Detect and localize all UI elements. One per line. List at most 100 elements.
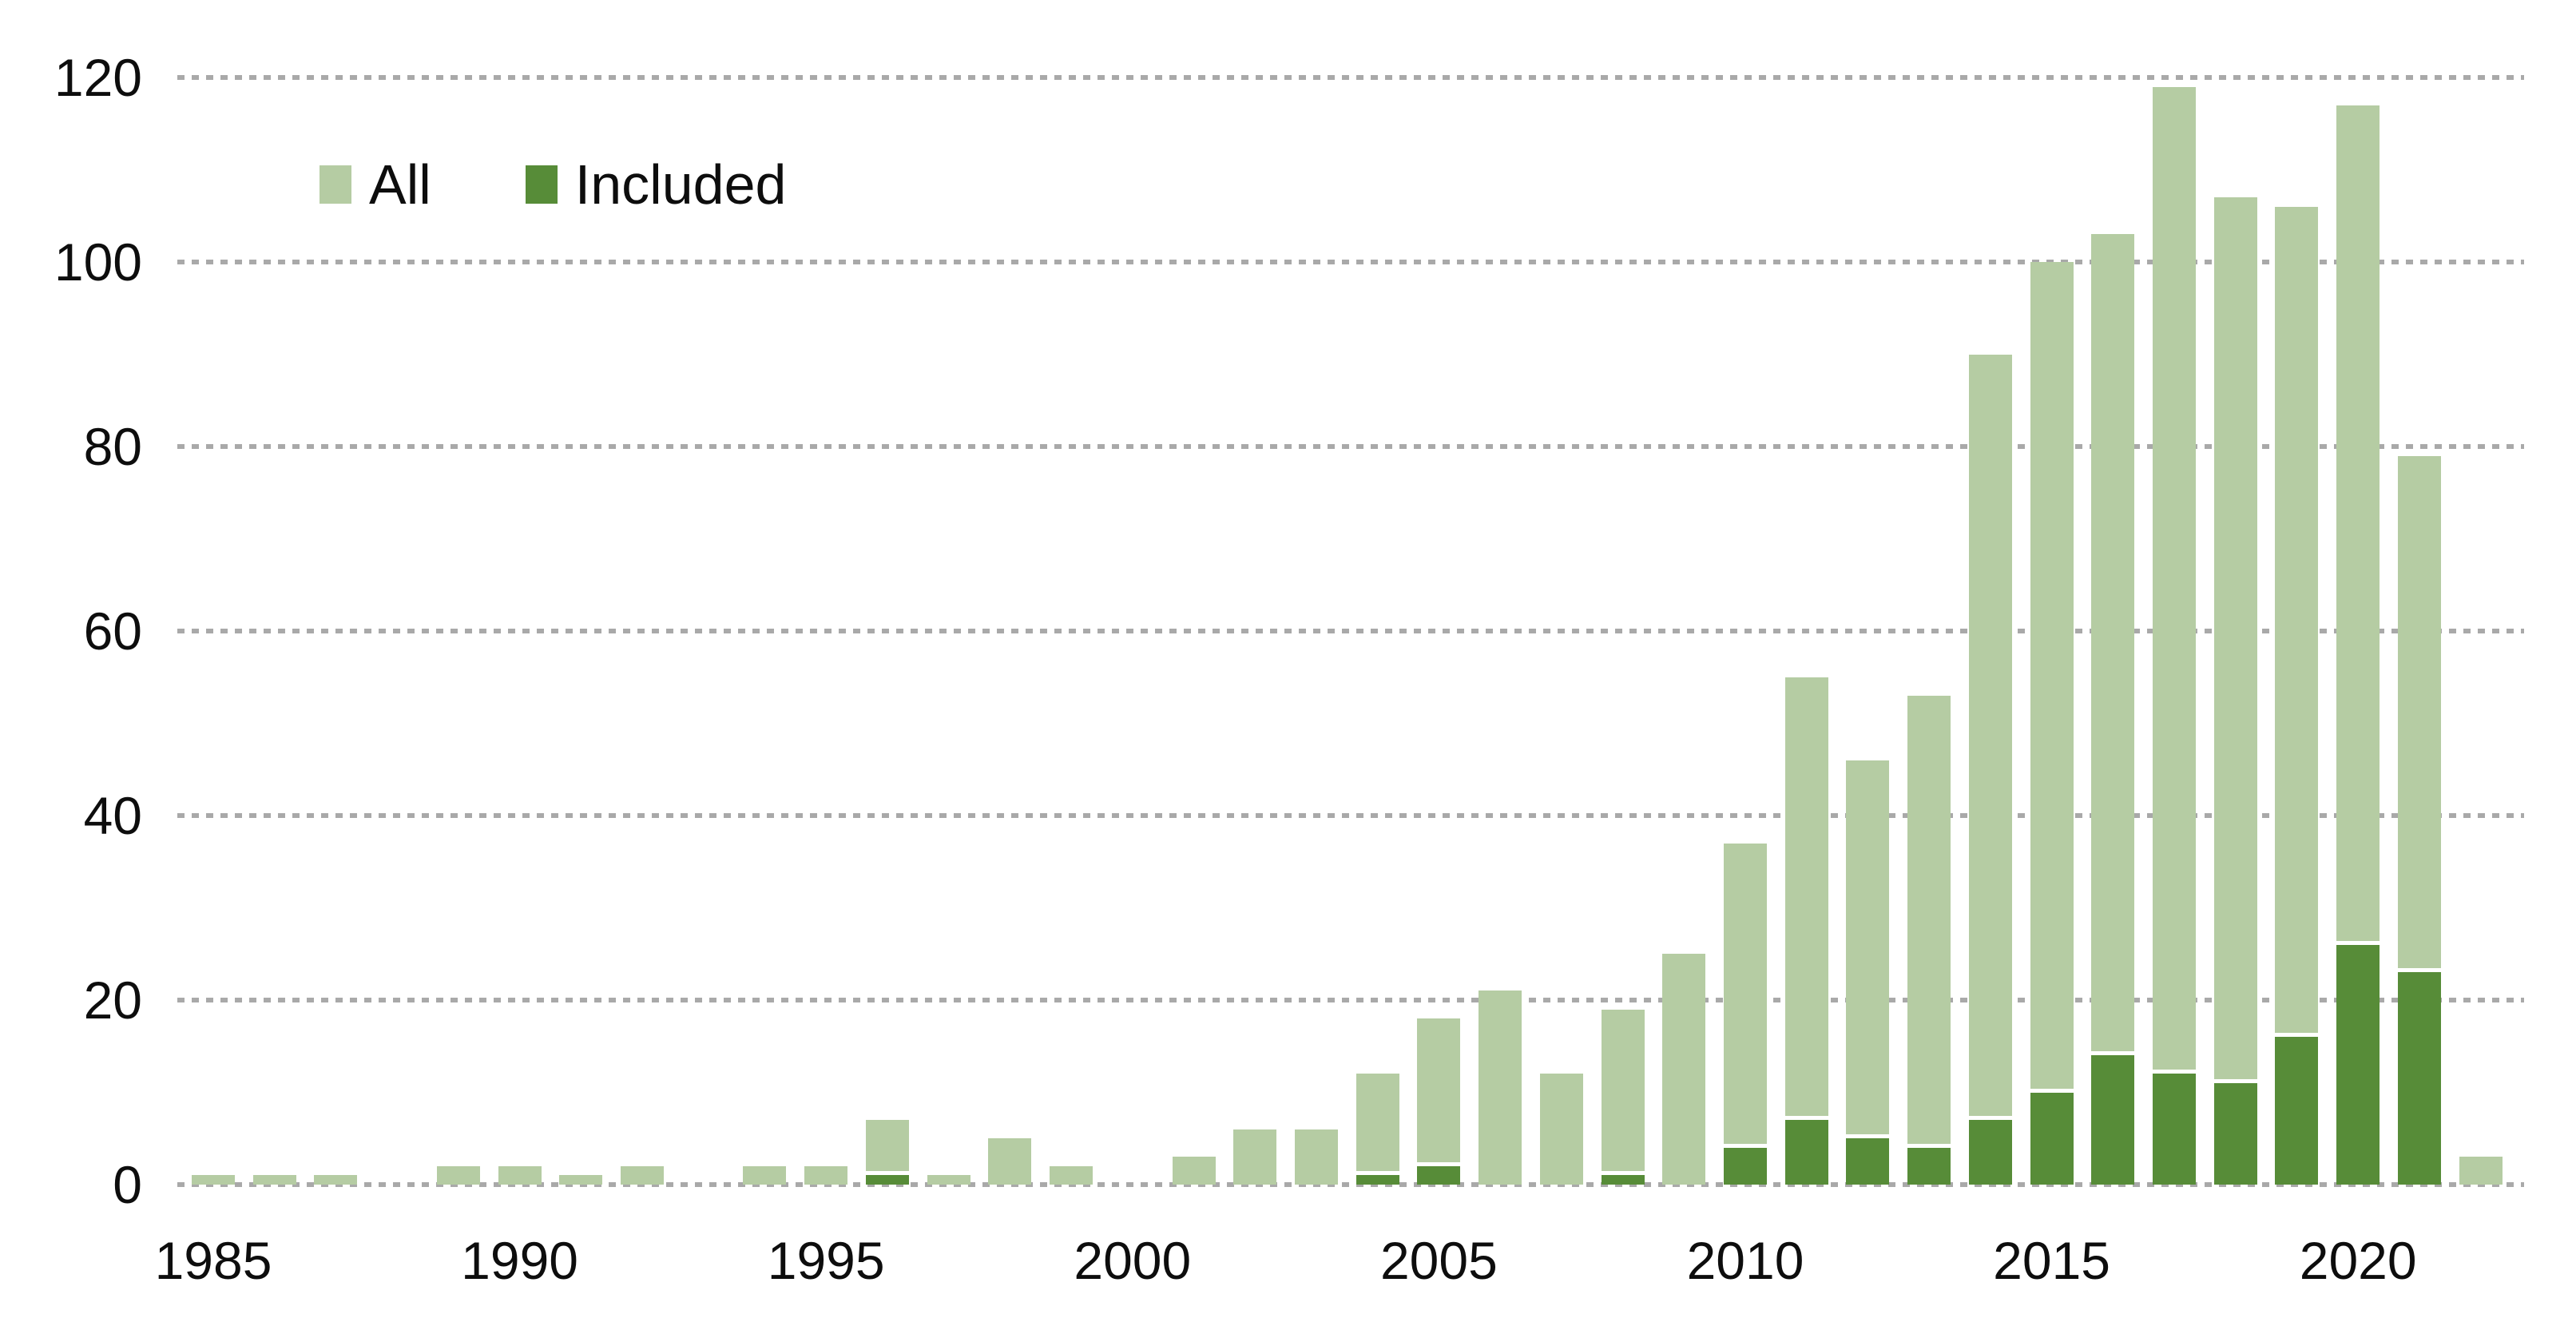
bar-group-2013 bbox=[1907, 77, 1951, 1185]
bar-group-2004 bbox=[1355, 77, 1399, 1185]
bar-all-1997 bbox=[927, 1175, 970, 1185]
bar-all-2008 bbox=[1601, 1009, 1645, 1185]
x-tick-label-1995: 1995 bbox=[767, 1231, 885, 1290]
bar-all-1991 bbox=[559, 1175, 603, 1185]
bar-all-1989 bbox=[436, 1165, 480, 1185]
legend: All Included bbox=[320, 157, 786, 212]
legend-item-included: Included bbox=[525, 153, 787, 216]
bar-group-2010 bbox=[1724, 77, 1767, 1185]
bar-all-2012 bbox=[1846, 760, 1890, 1185]
bar-all-2011 bbox=[1784, 677, 1828, 1185]
bar-group-2009 bbox=[1662, 77, 1706, 1185]
bar-group-1991 bbox=[559, 77, 603, 1185]
bar-group-1992 bbox=[621, 77, 665, 1185]
bar-included-1996 bbox=[865, 1171, 909, 1185]
bar-included-2017 bbox=[2153, 1070, 2197, 1185]
bar-all-2009 bbox=[1662, 954, 1706, 1185]
bar-included-2008 bbox=[1601, 1171, 1645, 1185]
bar-all-2019 bbox=[2275, 206, 2319, 1185]
bar-all-1999 bbox=[1050, 1165, 1094, 1185]
x-tick-label-2015: 2015 bbox=[1993, 1231, 2110, 1290]
bar-included-2019 bbox=[2275, 1033, 2319, 1185]
bar-group-1989 bbox=[436, 77, 480, 1185]
gridline-80 bbox=[177, 444, 2524, 449]
bar-all-2022 bbox=[2459, 1157, 2503, 1185]
legend-label-included: Included bbox=[574, 153, 787, 216]
bar-all-1992 bbox=[621, 1165, 665, 1185]
bar-included-2012 bbox=[1846, 1134, 1890, 1185]
bar-group-1993 bbox=[682, 77, 725, 1185]
bar-group-2006 bbox=[1479, 77, 1522, 1185]
x-tick-label-2000: 2000 bbox=[1074, 1231, 1192, 1290]
bar-all-2018 bbox=[2213, 197, 2257, 1185]
bar-group-2012 bbox=[1846, 77, 1890, 1185]
bar-group-2019 bbox=[2275, 77, 2319, 1185]
bar-group-2022 bbox=[2459, 77, 2503, 1185]
bar-group-2005 bbox=[1417, 77, 1461, 1185]
x-tick-label-2005: 2005 bbox=[1379, 1231, 1498, 1290]
bar-group-1997 bbox=[927, 77, 970, 1185]
bar-all-1986 bbox=[252, 1175, 296, 1185]
bar-included-2004 bbox=[1355, 1171, 1399, 1185]
y-tick-label-120: 120 bbox=[54, 48, 142, 107]
bar-group-2003 bbox=[1294, 77, 1338, 1185]
bar-all-2007 bbox=[1539, 1074, 1583, 1185]
bar-all-2016 bbox=[2091, 234, 2135, 1185]
legend-item-all: All bbox=[320, 157, 431, 212]
bar-group-1996 bbox=[865, 77, 909, 1185]
bar-all-2004 bbox=[1355, 1074, 1399, 1185]
bar-all-2013 bbox=[1907, 695, 1951, 1185]
gridline-20 bbox=[177, 998, 2524, 1002]
gridline-120 bbox=[177, 75, 2524, 80]
bar-included-2013 bbox=[1907, 1143, 1951, 1185]
included-series-swatch-icon bbox=[525, 165, 558, 204]
bar-all-2010 bbox=[1724, 843, 1767, 1185]
bar-group-1990 bbox=[498, 77, 542, 1185]
bar-group-2001 bbox=[1172, 77, 1216, 1185]
bar-all-2003 bbox=[1294, 1129, 1338, 1185]
bar-included-2018 bbox=[2213, 1078, 2257, 1185]
bar-group-2011 bbox=[1784, 77, 1828, 1185]
gridline-60 bbox=[177, 629, 2524, 633]
bar-included-2014 bbox=[1968, 1116, 2012, 1185]
bar-included-2005 bbox=[1417, 1161, 1461, 1185]
bar-group-1998 bbox=[988, 77, 1032, 1185]
x-tick-label-2010: 2010 bbox=[1686, 1231, 1804, 1290]
bar-group-1999 bbox=[1050, 77, 1094, 1185]
gridline-40 bbox=[177, 813, 2524, 818]
x-tick-label-1985: 1985 bbox=[154, 1231, 272, 1290]
bar-included-2010 bbox=[1724, 1143, 1767, 1185]
bar-group-2007 bbox=[1539, 77, 1583, 1185]
bar-included-2020 bbox=[2336, 940, 2380, 1185]
bar-group-2002 bbox=[1233, 77, 1277, 1185]
y-tick-label-80: 80 bbox=[83, 417, 142, 476]
bar-group-1985 bbox=[192, 77, 235, 1185]
bar-group-2017 bbox=[2153, 77, 2197, 1185]
bar-all-1995 bbox=[804, 1165, 848, 1185]
bar-group-2020 bbox=[2336, 77, 2380, 1185]
bar-group-2000 bbox=[1111, 77, 1154, 1185]
y-tick-label-20: 20 bbox=[83, 971, 142, 1030]
bar-group-1987 bbox=[314, 77, 358, 1185]
bar-group-2014 bbox=[1968, 77, 2012, 1185]
bar-group-1994 bbox=[743, 77, 787, 1185]
x-tick-label-1990: 1990 bbox=[461, 1231, 578, 1290]
bar-group-2016 bbox=[2091, 77, 2135, 1185]
bar-included-2011 bbox=[1784, 1116, 1828, 1185]
bar-all-2014 bbox=[1968, 354, 2012, 1185]
bar-all-2005 bbox=[1417, 1018, 1461, 1185]
bar-group-2015 bbox=[2030, 77, 2074, 1185]
bar-all-1987 bbox=[314, 1175, 358, 1185]
bar-group-1986 bbox=[252, 77, 296, 1185]
all-series-swatch-icon bbox=[320, 165, 351, 204]
bar-included-2016 bbox=[2091, 1051, 2135, 1185]
bar-included-2021 bbox=[2397, 968, 2441, 1185]
bar-all-1985 bbox=[192, 1175, 235, 1185]
bar-all-2006 bbox=[1479, 990, 1522, 1185]
bar-all-1990 bbox=[498, 1165, 542, 1185]
bar-group-2021 bbox=[2397, 77, 2441, 1185]
legend-label-all: All bbox=[369, 153, 431, 216]
bar-group-1988 bbox=[375, 77, 419, 1185]
y-tick-label-60: 60 bbox=[83, 601, 142, 661]
